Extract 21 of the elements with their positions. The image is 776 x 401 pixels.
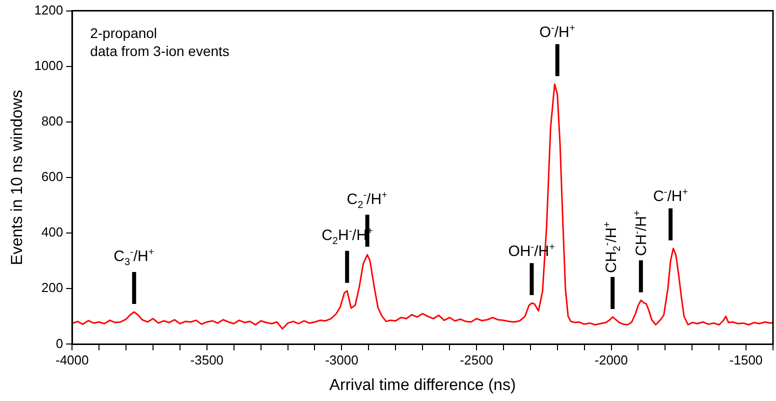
x-tick-label: -3500 [190,352,224,368]
x-tick-label: -1500 [729,352,763,368]
y-tick-label: 800 [41,114,64,129]
y-tick-label: 0 [56,336,64,351]
y-tick-label: 1000 [34,58,64,73]
y-tick-label: 200 [41,280,64,296]
x-tick-label: -2000 [594,352,628,368]
annotation: O$^{-}$/H$^{+}$ [539,23,576,42]
y-axis-title: Events in 10 ns windows [9,90,26,266]
x-tick-label: -3000 [325,352,358,368]
y-tick-label: 1200 [34,2,64,18]
annotation: 2-propanol [90,24,158,41]
x-axis-title: Arrival time difference (ns) [329,376,516,394]
y-tick-label: 400 [41,224,64,240]
annotation: C$_{2}$$^{-}$/H$^{+}$ [346,190,388,211]
y-tick-label: 600 [41,169,64,184]
x-tick-label: -4000 [55,352,89,368]
annotation: data from 3-ion events [90,42,230,59]
x-tick-label: -2500 [460,352,494,368]
annotation: C$_{3}$$^{-}$/H$^{+}$ [114,246,154,268]
annotation: C$^{-}$/H$^{+}$ [653,187,688,206]
